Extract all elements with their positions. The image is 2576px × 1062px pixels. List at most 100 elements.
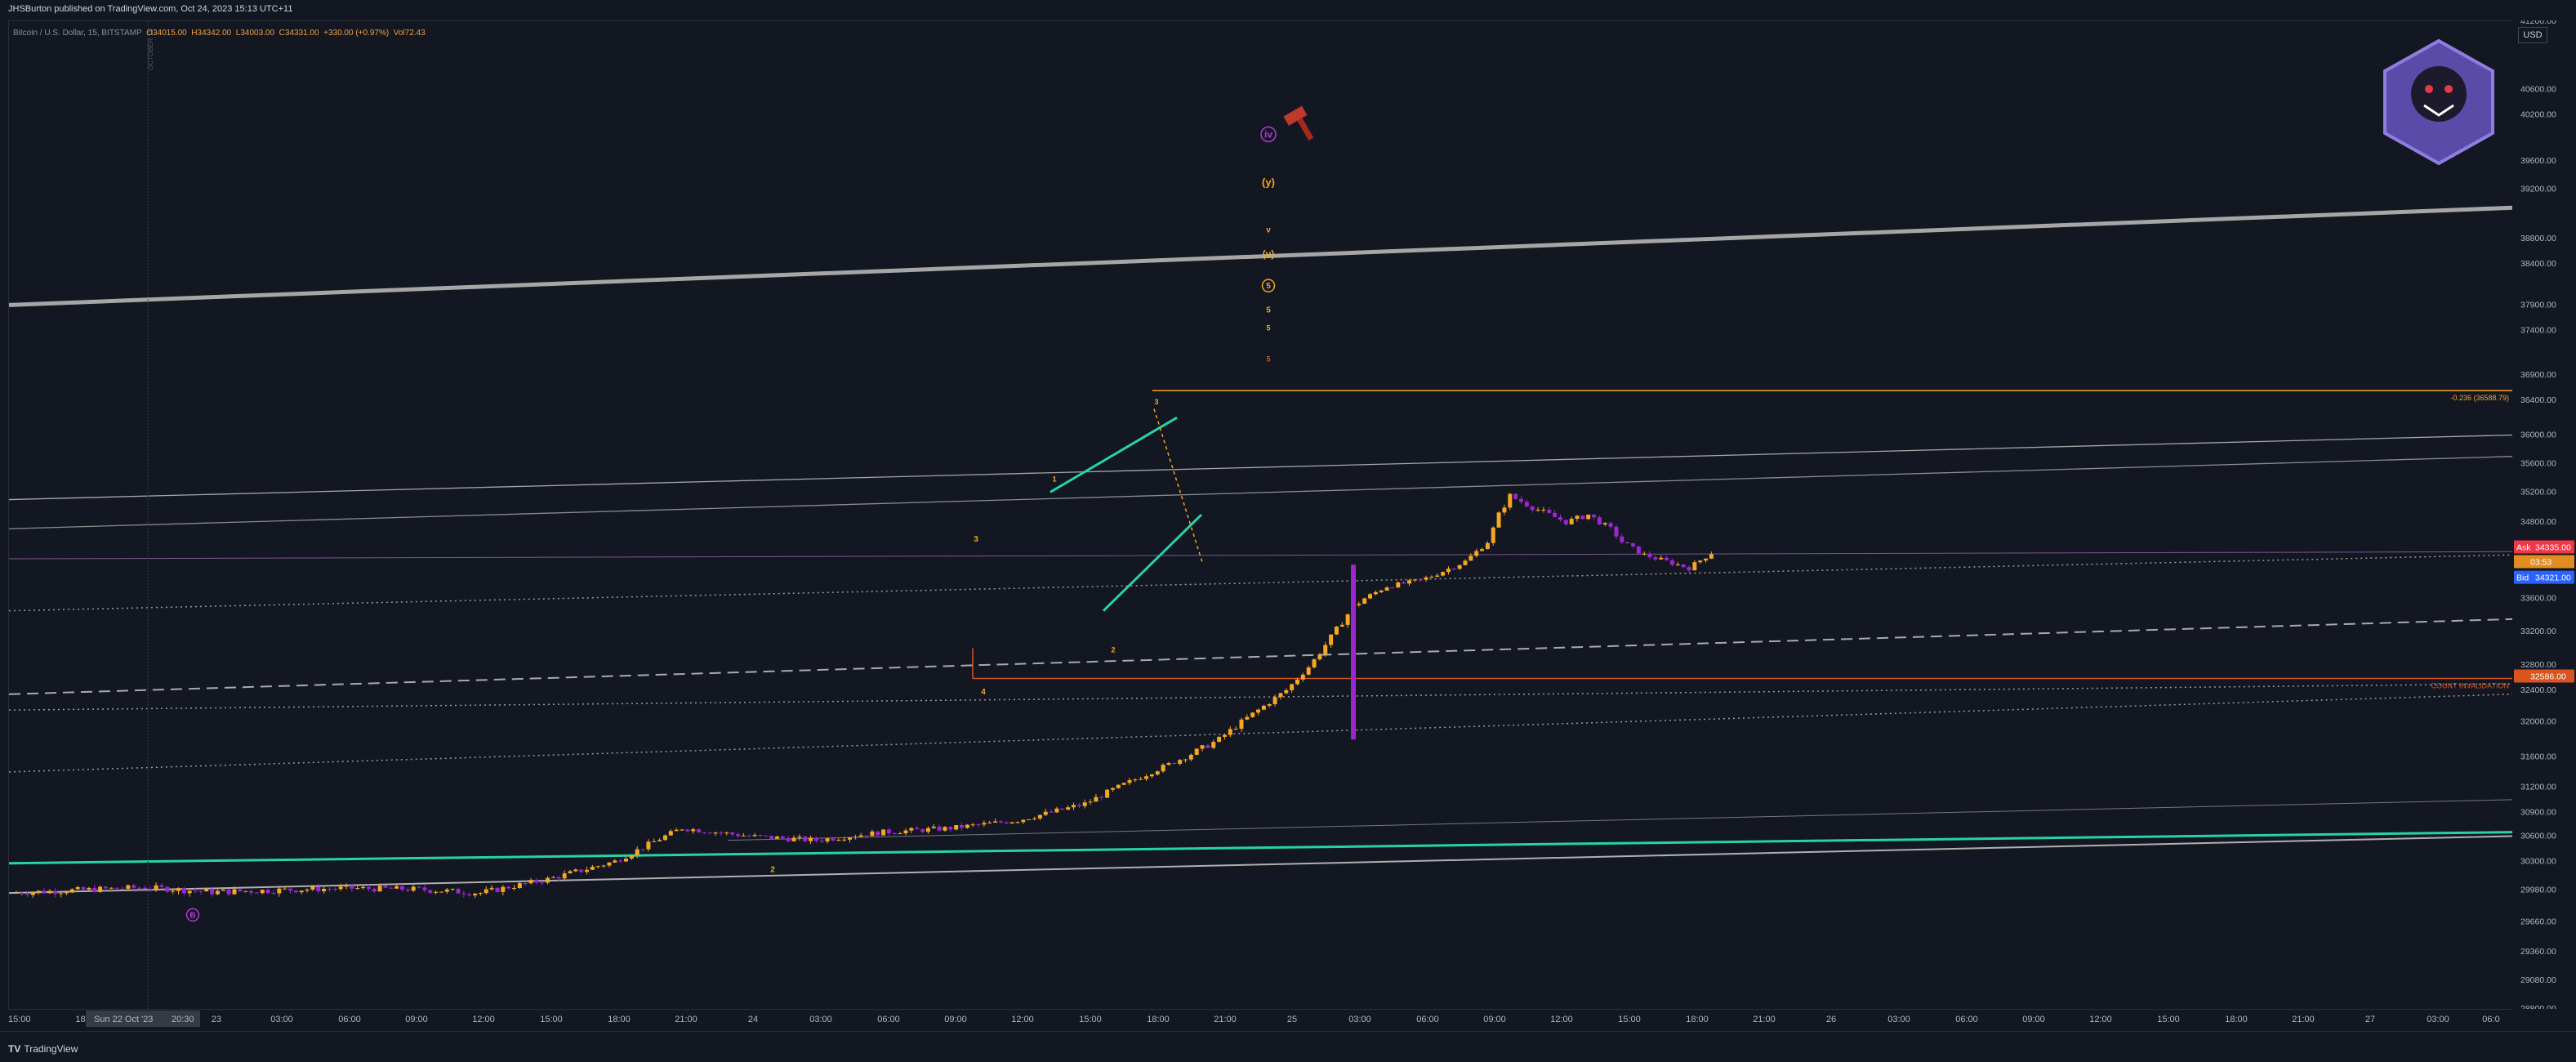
- candle-body: [1402, 582, 1406, 584]
- candle-body: [456, 889, 461, 894]
- time-tick-label: 18:: [75, 1015, 87, 1024]
- candle-body: [344, 885, 349, 887]
- logo-eye-left: [2425, 84, 2433, 93]
- candle-body: [1178, 760, 1183, 764]
- candle-body: [243, 890, 248, 892]
- time-tick-label: 15:00: [540, 1015, 563, 1024]
- candle-body: [450, 889, 455, 890]
- publisher-text: JHSBurton published on TradingView.com, …: [8, 4, 293, 14]
- price-tick-label: 29980.00: [2520, 885, 2556, 895]
- candle-body: [389, 887, 394, 889]
- candle-body: [1502, 507, 1507, 513]
- candle-body: [322, 889, 327, 892]
- time-axis[interactable]: 15:00 18: 23 03:00 06:00 09:00 12:00 15:00 18:00…: [8, 1009, 2511, 1029]
- candle-body: [176, 888, 180, 891]
- wave-label-iv: iv: [1264, 129, 1272, 141]
- candle-body: [187, 890, 192, 894]
- candle-body: [836, 840, 841, 841]
- candle-body: [635, 849, 640, 856]
- candle-body: [1575, 515, 1580, 520]
- legend-high: H34342.00: [191, 29, 232, 38]
- time-tick-label: 21:00: [2292, 1015, 2315, 1024]
- candle-body: [506, 886, 511, 889]
- candle-body: [283, 888, 287, 890]
- time-tick-label: 03:00: [2427, 1015, 2449, 1024]
- wave-label-5-small: 5: [1266, 324, 1270, 332]
- candle-body: [1060, 808, 1065, 810]
- currency-selector[interactable]: USD: [2518, 27, 2547, 43]
- candle-body: [1625, 542, 1630, 544]
- candle-body: [892, 833, 897, 835]
- candle-body: [193, 890, 198, 892]
- candle-body: [707, 832, 712, 834]
- price-tick-label: 40600.00: [2520, 84, 2556, 94]
- candle-body: [411, 886, 416, 891]
- price-tick-label: 30600.00: [2520, 831, 2556, 841]
- symbol-legend: Bitcoin / U.S. Dollar, 15, BITSTAMP O340…: [13, 29, 426, 38]
- ask-badge: [2514, 540, 2574, 554]
- candle-body: [646, 841, 651, 850]
- candle-body: [1647, 553, 1652, 558]
- candle-body: [1357, 604, 1362, 605]
- time-cursor-time: 20:30: [172, 1015, 194, 1024]
- invalidation-price-value: 32586.00: [2530, 672, 2566, 681]
- candle-body: [1530, 506, 1535, 511]
- candle-body: [736, 834, 740, 837]
- candle-body: [210, 889, 215, 895]
- bid-value: 34321.00: [2535, 573, 2571, 583]
- price-tick-label: 37900.00: [2520, 300, 2556, 310]
- publisher-bar: JHSBurton published on TradingView.com, …: [0, 0, 2576, 18]
- candle-body: [249, 890, 254, 893]
- candle-body: [1133, 779, 1138, 781]
- candle-body: [1082, 802, 1087, 806]
- bid-label: Bid: [2516, 573, 2529, 583]
- candle-body: [1519, 498, 1523, 502]
- candle-body: [1418, 579, 1423, 581]
- candle-body: [668, 831, 673, 836]
- tradingview-logo[interactable]: TV TradingView: [8, 1043, 78, 1055]
- hammer-icon: [1283, 105, 1314, 141]
- time-tick-label: 18:00: [608, 1015, 631, 1024]
- candle-body: [489, 887, 494, 890]
- time-axis-canvas[interactable]: 15:00 18: 23 03:00 06:00 09:00 12:00 15:00 18:00…: [8, 1009, 2511, 1029]
- last-price-value: 03:53: [2530, 557, 2551, 567]
- candle-body: [970, 824, 975, 826]
- price-axis-canvas[interactable]: 41200.00 40600.00 40200.00 39600.00 39200.00…: [2512, 16, 2576, 1014]
- candle-body: [42, 890, 47, 894]
- candle-body: [361, 886, 366, 889]
- candle-body: [697, 829, 702, 832]
- time-tick-label: 03:00: [1348, 1015, 1371, 1024]
- price-tick-label: 32000.00: [2520, 717, 2556, 727]
- candle-body: [876, 831, 880, 836]
- candle-body: [825, 838, 830, 842]
- price-tick-label: 31600.00: [2520, 752, 2556, 761]
- candle-body: [1172, 762, 1177, 764]
- candle-body: [1675, 564, 1680, 565]
- candle-body: [59, 893, 64, 895]
- candle-body: [198, 890, 203, 892]
- price-axis[interactable]: 41200.00 40600.00 40200.00 39600.00 39200.00…: [2512, 16, 2576, 1014]
- time-cursor-box: [86, 1011, 200, 1027]
- chart-canvas[interactable]: COUNT INVALIDATION-0.236 (36588.79)COUNT…: [9, 21, 2512, 1009]
- candle-body: [428, 890, 433, 893]
- candle-body: [87, 887, 91, 890]
- candle-body: [534, 880, 539, 883]
- candle-body: [1412, 579, 1417, 581]
- price-tick-label: 33200.00: [2520, 627, 2556, 636]
- hammer-handle: [1297, 118, 1314, 141]
- candle-body: [1513, 493, 1518, 499]
- candle-body: [1457, 564, 1462, 569]
- price-tick-label: 28800.00: [2520, 1004, 2556, 1009]
- candle-body: [685, 829, 690, 832]
- time-cursor-date: Sun 22 Oct '23: [94, 1015, 153, 1024]
- candle-body: [327, 889, 332, 890]
- candle-body: [148, 889, 153, 890]
- candle-body: [293, 890, 298, 893]
- chart-pane[interactable]: COUNT INVALIDATION-0.236 (36588.79)COUNT…: [8, 20, 2513, 1010]
- projection-dashed-line: [1153, 408, 1204, 565]
- wave-label-2: 2: [770, 866, 775, 875]
- candle-body: [601, 865, 606, 867]
- channel-upper-line-a: [9, 434, 2512, 501]
- candle-body: [1642, 553, 1647, 555]
- candle-body: [69, 889, 74, 893]
